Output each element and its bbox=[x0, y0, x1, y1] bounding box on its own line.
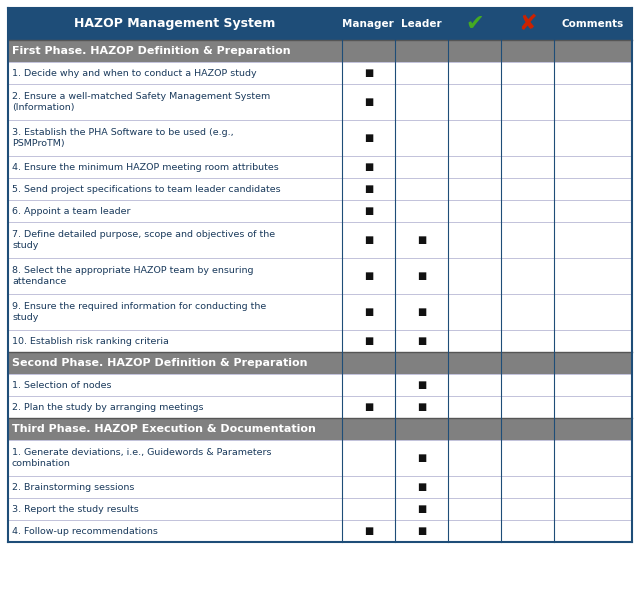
Text: ■: ■ bbox=[364, 235, 373, 245]
Text: 1. Decide why and when to conduct a HAZOP study: 1. Decide why and when to conduct a HAZO… bbox=[12, 68, 257, 77]
Text: ■: ■ bbox=[364, 271, 373, 281]
Text: ■: ■ bbox=[364, 133, 373, 143]
Text: ■: ■ bbox=[417, 526, 426, 536]
Text: 3. Establish the PHA Software to be used (e.g.,
PSMProTM): 3. Establish the PHA Software to be used… bbox=[12, 128, 234, 148]
Text: ■: ■ bbox=[364, 184, 373, 194]
Text: 1. Generate deviations, i.e., Guidewords & Parameters
combination: 1. Generate deviations, i.e., Guidewords… bbox=[12, 448, 271, 468]
Text: 4. Follow-up recommendations: 4. Follow-up recommendations bbox=[12, 527, 158, 535]
Bar bbox=[8, 200, 632, 222]
Text: ■: ■ bbox=[364, 336, 373, 346]
Bar bbox=[8, 440, 632, 476]
Text: Third Phase. HAZOP Execution & Documentation: Third Phase. HAZOP Execution & Documenta… bbox=[12, 424, 316, 434]
Text: Leader: Leader bbox=[401, 19, 442, 29]
Bar bbox=[8, 476, 632, 498]
Text: ■: ■ bbox=[417, 271, 426, 281]
Text: 3. Report the study results: 3. Report the study results bbox=[12, 504, 139, 513]
Text: 8. Select the appropriate HAZOP team by ensuring
attendance: 8. Select the appropriate HAZOP team by … bbox=[12, 266, 253, 286]
Bar bbox=[8, 120, 632, 156]
Text: 4. Ensure the minimum HAZOP meeting room attributes: 4. Ensure the minimum HAZOP meeting room… bbox=[12, 163, 279, 172]
Text: ■: ■ bbox=[417, 235, 426, 245]
Text: Comments: Comments bbox=[562, 19, 624, 29]
Bar bbox=[8, 374, 632, 396]
Bar bbox=[8, 520, 632, 542]
Text: ■: ■ bbox=[417, 482, 426, 492]
Text: 9. Ensure the required information for conducting the
study: 9. Ensure the required information for c… bbox=[12, 302, 266, 322]
Text: 6. Appoint a team leader: 6. Appoint a team leader bbox=[12, 206, 131, 216]
Text: ■: ■ bbox=[417, 380, 426, 390]
Text: ■: ■ bbox=[364, 307, 373, 317]
Bar bbox=[8, 330, 632, 352]
Text: 10. Establish risk ranking criteria: 10. Establish risk ranking criteria bbox=[12, 337, 169, 345]
Bar bbox=[8, 352, 632, 374]
Text: 1. Selection of nodes: 1. Selection of nodes bbox=[12, 381, 111, 390]
Bar bbox=[8, 84, 632, 120]
Bar bbox=[8, 62, 632, 84]
Text: 5. Send project specifications to team leader candidates: 5. Send project specifications to team l… bbox=[12, 185, 280, 194]
Text: 2. Plan the study by arranging meetings: 2. Plan the study by arranging meetings bbox=[12, 403, 204, 412]
Text: ■: ■ bbox=[417, 504, 426, 514]
Text: ■: ■ bbox=[417, 336, 426, 346]
Text: 2. Brainstorming sessions: 2. Brainstorming sessions bbox=[12, 482, 134, 491]
Text: ✔: ✔ bbox=[465, 14, 484, 34]
Bar bbox=[8, 418, 632, 440]
Text: Manager: Manager bbox=[342, 19, 394, 29]
Text: ■: ■ bbox=[417, 453, 426, 463]
Text: Second Phase. HAZOP Definition & Preparation: Second Phase. HAZOP Definition & Prepara… bbox=[12, 358, 307, 368]
Text: ■: ■ bbox=[364, 206, 373, 216]
Text: ■: ■ bbox=[364, 402, 373, 412]
Bar bbox=[8, 8, 632, 40]
Text: 7. Define detailed purpose, scope and objectives of the
study: 7. Define detailed purpose, scope and ob… bbox=[12, 230, 275, 250]
Text: ■: ■ bbox=[364, 526, 373, 536]
Bar bbox=[8, 222, 632, 258]
Text: 2. Ensure a well-matched Safety Management System
(Information): 2. Ensure a well-matched Safety Manageme… bbox=[12, 92, 270, 112]
Bar bbox=[8, 396, 632, 418]
Text: ✘: ✘ bbox=[518, 14, 537, 34]
Bar bbox=[8, 156, 632, 178]
Text: HAZOP Management System: HAZOP Management System bbox=[74, 18, 276, 30]
Text: First Phase. HAZOP Definition & Preparation: First Phase. HAZOP Definition & Preparat… bbox=[12, 46, 291, 56]
Text: ■: ■ bbox=[417, 402, 426, 412]
Bar bbox=[8, 40, 632, 62]
Bar bbox=[8, 258, 632, 294]
Bar bbox=[8, 178, 632, 200]
Text: ■: ■ bbox=[364, 162, 373, 172]
Text: ■: ■ bbox=[364, 97, 373, 107]
Bar bbox=[8, 498, 632, 520]
Bar bbox=[8, 294, 632, 330]
Text: ■: ■ bbox=[417, 307, 426, 317]
Text: ■: ■ bbox=[364, 68, 373, 78]
